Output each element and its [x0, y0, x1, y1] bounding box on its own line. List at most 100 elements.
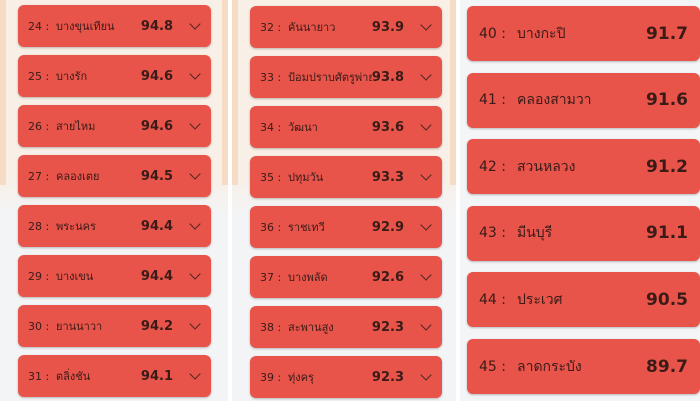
rank-number: 41 : — [479, 92, 506, 109]
ranking-card[interactable]: 34 : วัฒนา 93.6 — [250, 106, 442, 148]
rank-number: 34 : — [260, 120, 282, 134]
rank-number: 25 : — [28, 69, 50, 83]
district-name: ประเวศ — [517, 291, 563, 308]
ranking-column-2: 32 : คันนายาว 93.9 33 : ป้อมปราบศัตรูพ่าย 93.… — [232, 0, 456, 401]
score-value: 91.2 — [646, 156, 688, 177]
chevron-down-icon[interactable] — [189, 368, 201, 380]
chevron-down-icon[interactable] — [189, 118, 201, 130]
ranking-card[interactable]: 31 : ตลิ่งชัน 94.1 — [18, 355, 211, 397]
ranking-card[interactable]: 42 : สวนหลวง 91.2 — [467, 139, 700, 195]
ranking-card[interactable]: 45 : ลาดกระบัง 89.7 — [467, 339, 700, 394]
ranking-card[interactable]: 28 : พระนคร 94.4 — [18, 205, 211, 247]
rank-number: 27 : — [28, 169, 50, 183]
ranking-card[interactable]: 26 : สายไหม 94.6 — [18, 105, 211, 147]
ranking-card[interactable]: 40 : บางกะปิ 91.7 — [467, 6, 700, 61]
rank-number: 26 : — [28, 119, 50, 133]
rank-number: 37 : — [260, 270, 282, 284]
district-name: คลองเตย — [56, 170, 100, 183]
rank-number: 31 : — [28, 369, 50, 383]
district-name: สายไหม — [56, 120, 96, 133]
score-value: 91.1 — [646, 223, 688, 244]
chevron-down-icon[interactable] — [420, 169, 432, 181]
chevron-down-icon[interactable] — [420, 369, 432, 381]
rank-number: 32 : — [260, 20, 282, 34]
score-value: 92.9 — [371, 219, 404, 235]
district-name: คลองสามวา — [517, 92, 592, 109]
ranking-card[interactable]: 29 : บางเขน 94.4 — [18, 255, 211, 297]
score-value: 90.5 — [646, 289, 688, 310]
rank-number: 39 : — [260, 370, 282, 384]
ranking-card[interactable]: 32 : คันนายาว 93.9 — [250, 6, 442, 48]
district-name: ป้อมปราบศัตรูพ่าย — [288, 71, 372, 84]
ranking-card[interactable]: 39 : ทุ่งครุ 92.3 — [250, 356, 442, 398]
rank-number: 44 : — [479, 291, 506, 308]
ranking-card[interactable]: 27 : คลองเตย 94.5 — [18, 155, 211, 197]
rank-number: 40 : — [479, 25, 506, 42]
chevron-down-icon[interactable] — [189, 318, 201, 330]
score-value: 94.5 — [140, 168, 173, 184]
ranking-card[interactable]: 38 : สะพานสูง 92.3 — [250, 306, 442, 348]
chevron-down-icon[interactable] — [420, 219, 432, 231]
district-name: วัฒนา — [288, 121, 318, 134]
ranking-card[interactable]: 41 : คลองสามวา 91.6 — [467, 72, 700, 128]
district-name: บางพลัด — [288, 271, 328, 284]
district-name: พระนคร — [56, 220, 96, 233]
chevron-down-icon[interactable] — [189, 68, 201, 80]
district-name: บางขุนเทียน — [56, 20, 115, 33]
score-value: 91.7 — [646, 23, 688, 44]
score-value: 91.6 — [646, 90, 688, 111]
district-name: ราชเทวี — [288, 221, 325, 234]
ranking-card[interactable]: 44 : ประเวศ 90.5 — [467, 272, 700, 328]
score-value: 93.9 — [371, 19, 404, 35]
chevron-down-icon[interactable] — [420, 319, 432, 331]
panel-edge — [450, 0, 456, 185]
chevron-down-icon[interactable] — [189, 218, 201, 230]
score-value: 94.8 — [140, 18, 173, 34]
score-value: 89.7 — [646, 356, 688, 377]
ranking-column-1: 24 : บางขุนเทียน 94.8 25 : บางรัก 94.6 26 : สาย… — [0, 0, 228, 401]
ranking-card[interactable]: 30 : ยานนาวา 94.2 — [18, 305, 211, 347]
chevron-down-icon[interactable] — [189, 268, 201, 280]
chevron-down-icon[interactable] — [189, 168, 201, 180]
district-name: ยานนาวา — [56, 320, 103, 333]
score-value: 94.4 — [140, 268, 173, 284]
score-value: 92.3 — [371, 319, 404, 335]
district-name: บางเขน — [56, 270, 94, 283]
ranking-column-3: 40 : บางกะปิ 91.7 41 : คลองสามวา 91.6 42 : สวนห… — [460, 0, 700, 401]
ranking-card[interactable]: 37 : บางพลัด 92.6 — [250, 256, 442, 298]
score-value: 92.3 — [371, 369, 404, 385]
district-name: ทุ่งครุ — [288, 371, 314, 384]
score-value: 94.6 — [140, 68, 173, 84]
rank-number: 24 : — [28, 19, 50, 33]
chevron-down-icon[interactable] — [420, 69, 432, 81]
panel-edge — [0, 0, 6, 185]
score-value: 94.1 — [140, 368, 173, 384]
district-name: ตลิ่งชัน — [56, 370, 91, 383]
score-value: 94.4 — [140, 218, 173, 234]
district-name: คันนายาว — [288, 21, 336, 34]
rank-number: 33 : — [260, 70, 282, 84]
ranking-card[interactable]: 35 : ปทุมวัน 93.3 — [250, 156, 442, 198]
score-value: 94.2 — [140, 318, 173, 334]
ranking-card[interactable]: 36 : ราชเทวี 92.9 — [250, 206, 442, 248]
score-value: 94.6 — [140, 118, 173, 134]
rank-number: 28 : — [28, 219, 50, 233]
district-name: บางรัก — [56, 70, 88, 83]
ranking-card[interactable]: 43 : มีนบุรี 91.1 — [467, 205, 700, 261]
score-value: 93.3 — [371, 169, 404, 185]
chevron-down-icon[interactable] — [420, 269, 432, 281]
district-name: สวนหลวง — [517, 158, 576, 175]
rank-number: 30 : — [28, 319, 50, 333]
chevron-down-icon[interactable] — [420, 19, 432, 31]
district-name: ปทุมวัน — [288, 171, 324, 184]
score-value: 92.6 — [371, 269, 404, 285]
panel-edge — [222, 0, 228, 185]
panel-edge — [232, 0, 238, 185]
ranking-card[interactable]: 33 : ป้อมปราบศัตรูพ่าย 93.8 — [250, 56, 442, 98]
rank-number: 29 : — [28, 269, 50, 283]
ranking-card[interactable]: 24 : บางขุนเทียน 94.8 — [18, 5, 211, 47]
chevron-down-icon[interactable] — [420, 119, 432, 131]
chevron-down-icon[interactable] — [189, 18, 201, 30]
district-name: บางกะปิ — [517, 25, 566, 42]
ranking-card[interactable]: 25 : บางรัก 94.6 — [18, 55, 211, 97]
